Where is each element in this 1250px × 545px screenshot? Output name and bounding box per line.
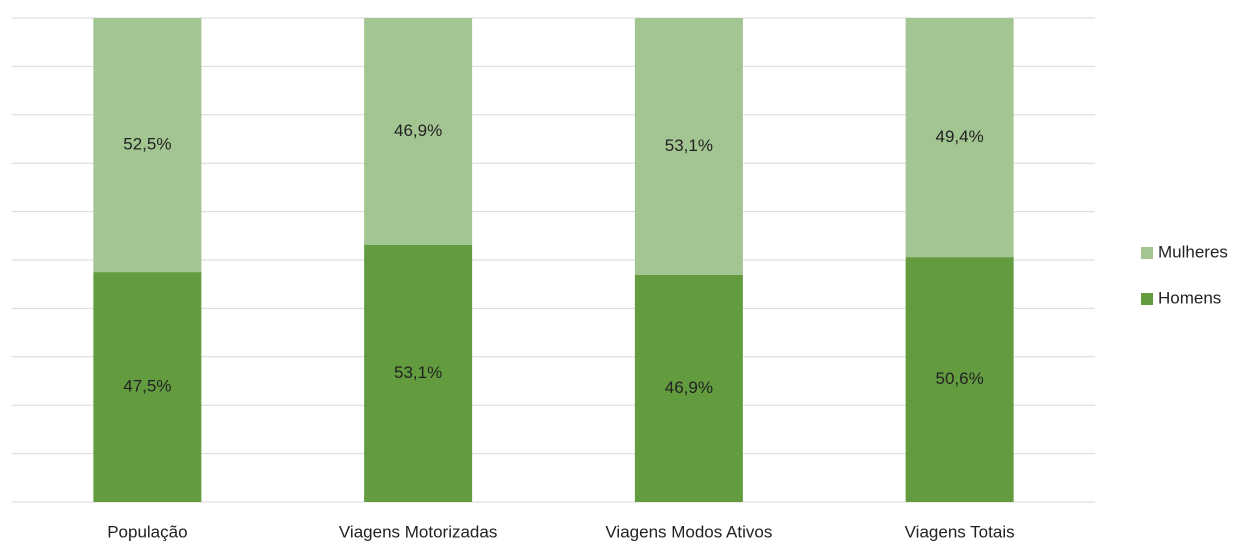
legend-label: Mulheres: [1158, 242, 1228, 261]
data-label: 53,1%: [665, 136, 713, 155]
data-label: 46,9%: [665, 378, 713, 397]
data-label: 46,9%: [394, 121, 442, 140]
data-label: 47,5%: [123, 377, 171, 396]
legend-label: Homens: [1158, 288, 1221, 307]
bar-segment: [634, 275, 743, 502]
data-label: 53,1%: [394, 363, 442, 382]
x-tick-label: População: [107, 522, 187, 541]
x-tick-label: Viagens Modos Ativos: [605, 522, 772, 541]
bar-segment: [364, 18, 473, 245]
bar-segment: [634, 18, 743, 276]
bar-segment: [93, 272, 202, 502]
legend-swatch: [1141, 293, 1153, 305]
x-tick-label: Viagens Totais: [905, 522, 1015, 541]
bar-segment: [93, 18, 202, 273]
bar-segment: [905, 257, 1014, 502]
data-label: 52,5%: [123, 135, 171, 154]
bar-segment: [364, 244, 473, 502]
legend-swatch: [1141, 247, 1153, 259]
data-label: 50,6%: [936, 369, 984, 388]
x-tick-label: Viagens Motorizadas: [339, 522, 497, 541]
bar-segment: [905, 18, 1014, 258]
data-label: 49,4%: [936, 127, 984, 146]
